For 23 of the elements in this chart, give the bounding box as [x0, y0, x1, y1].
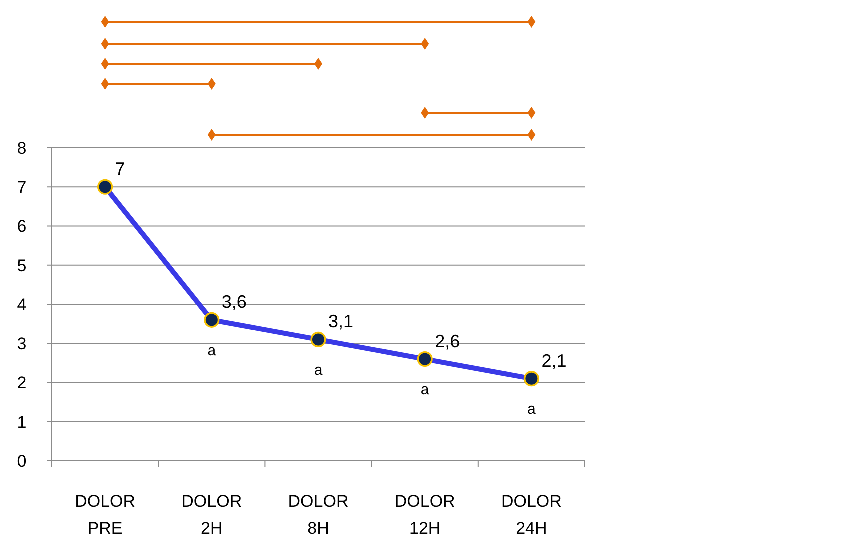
data-label: 3,1: [328, 312, 354, 332]
y-tick-label: 1: [17, 412, 27, 432]
data-label: 7: [115, 159, 126, 180]
annotation: a: [208, 342, 217, 360]
y-tick-label: 3: [17, 334, 27, 354]
y-tick-label: 6: [17, 217, 27, 236]
data-label: 2,1: [542, 350, 567, 371]
data-label: 3,6: [222, 292, 247, 312]
y-tick-label: 8: [17, 138, 27, 158]
x-tick-label: DOLOR 12H: [394, 492, 456, 538]
y-tick-label: 5: [17, 256, 27, 276]
y-tick-label: 2: [17, 374, 27, 393]
annotation: a: [528, 401, 537, 418]
y-tick-label: 0: [17, 452, 27, 471]
y-tick-label: 4: [17, 295, 27, 314]
x-tick-label: DOLOR PRE: [75, 492, 136, 538]
annotation: a: [314, 362, 324, 379]
x-tick-label: DOLOR 8H: [288, 492, 349, 538]
data-label: 2,6: [435, 331, 460, 352]
x-tick-label: DOLOR 2H: [182, 492, 242, 538]
y-tick-label: 7: [17, 178, 27, 198]
annotation: a: [420, 382, 430, 399]
x-tick-label: DOLOR 24H: [501, 492, 562, 538]
